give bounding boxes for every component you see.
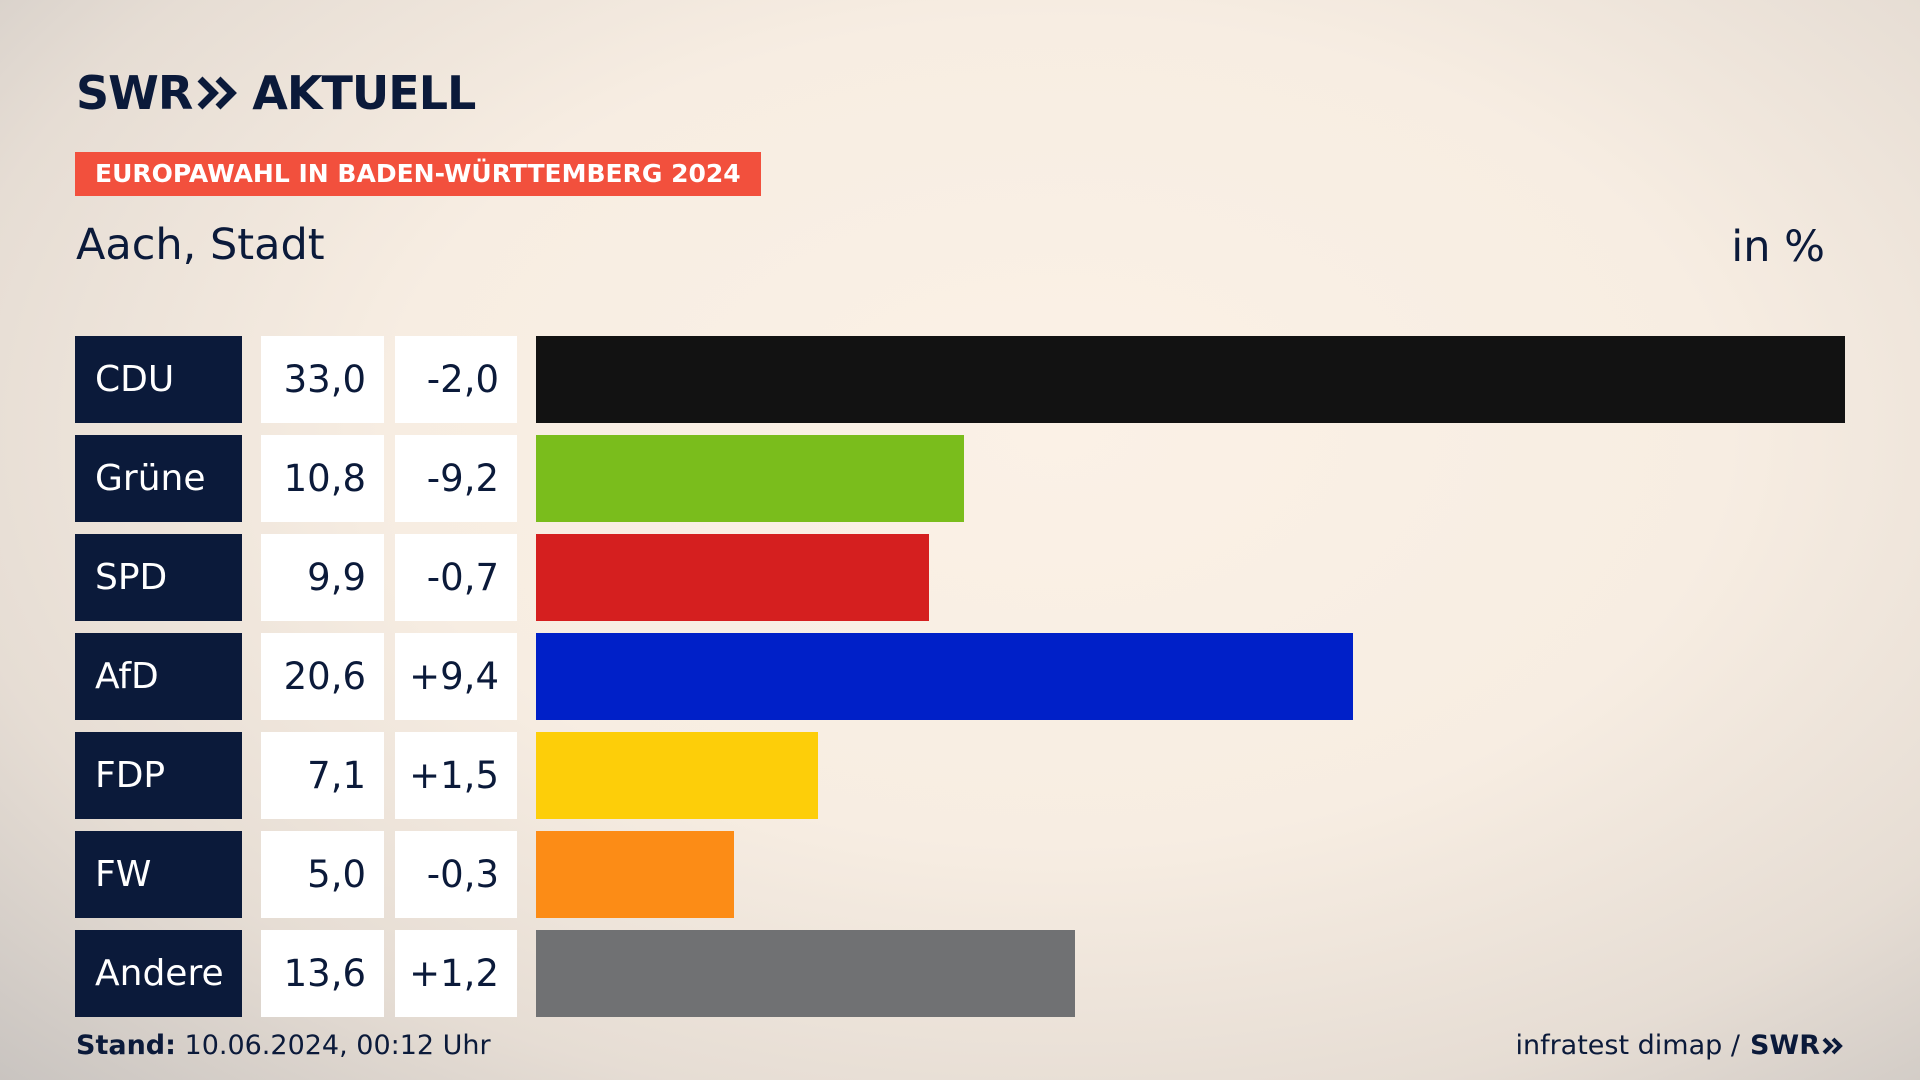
change-value: -9,2 [395,435,517,522]
change-value: +1,5 [395,732,517,819]
result-row: CDU 33,0 -2,0 [75,336,1845,423]
result-row: Andere 13,6 +1,2 [75,930,1845,1017]
vote-share-value: 5,0 [261,831,384,918]
unit-label: in % [1731,222,1825,272]
swr-aktuell-logo: SWR AKTUELL [76,66,476,120]
swr-mini-logo: SWR [1750,1030,1844,1061]
result-row: FDP 7,1 +1,5 [75,732,1845,819]
swr-mini-text: SWR [1749,1030,1820,1061]
election-banner: EUROPAWAHL IN BADEN-WÜRTTEMBERG 2024 [75,152,761,196]
result-bar [536,336,1845,423]
vote-share-value: 7,1 [261,732,384,819]
change-value: -0,7 [395,534,517,621]
result-row: AfD 20,6 +9,4 [75,633,1845,720]
logo-swr-text: SWR [76,66,193,120]
party-label: Andere [75,930,242,1017]
change-value: -0,3 [395,831,517,918]
double-chevron-icon [1822,1037,1843,1054]
logo-aktuell-text: AKTUELL [252,66,476,120]
vote-share-value: 10,8 [261,435,384,522]
change-value: +9,4 [395,633,517,720]
result-bar [536,930,1075,1017]
stand-label: Stand: [76,1030,176,1061]
party-label: SPD [75,534,242,621]
party-label: FDP [75,732,242,819]
result-row: FW 5,0 -0,3 [75,831,1845,918]
double-chevron-icon [197,76,238,110]
vote-share-value: 33,0 [261,336,384,423]
party-label: AfD [75,633,242,720]
region-title: Aach, Stadt [76,220,325,270]
result-bar [536,732,818,819]
result-bar [536,633,1353,720]
vote-share-value: 9,9 [261,534,384,621]
change-value: -2,0 [395,336,517,423]
result-bar [536,831,734,918]
result-row: SPD 9,9 -0,7 [75,534,1845,621]
result-row: Grüne 10,8 -9,2 [75,435,1845,522]
source-credit: infratest dimap / SWR [1515,1030,1844,1061]
timestamp: Stand: 10.06.2024, 00:12 Uhr [76,1030,491,1061]
party-label: Grüne [75,435,242,522]
vote-share-value: 13,6 [261,930,384,1017]
result-bar [536,435,964,522]
vote-share-value: 20,6 [261,633,384,720]
change-value: +1,2 [395,930,517,1017]
result-bar [536,534,929,621]
party-label: FW [75,831,242,918]
party-label: CDU [75,336,242,423]
source-text: infratest dimap / [1515,1030,1740,1061]
stand-value: 10.06.2024, 00:12 Uhr [184,1030,491,1061]
